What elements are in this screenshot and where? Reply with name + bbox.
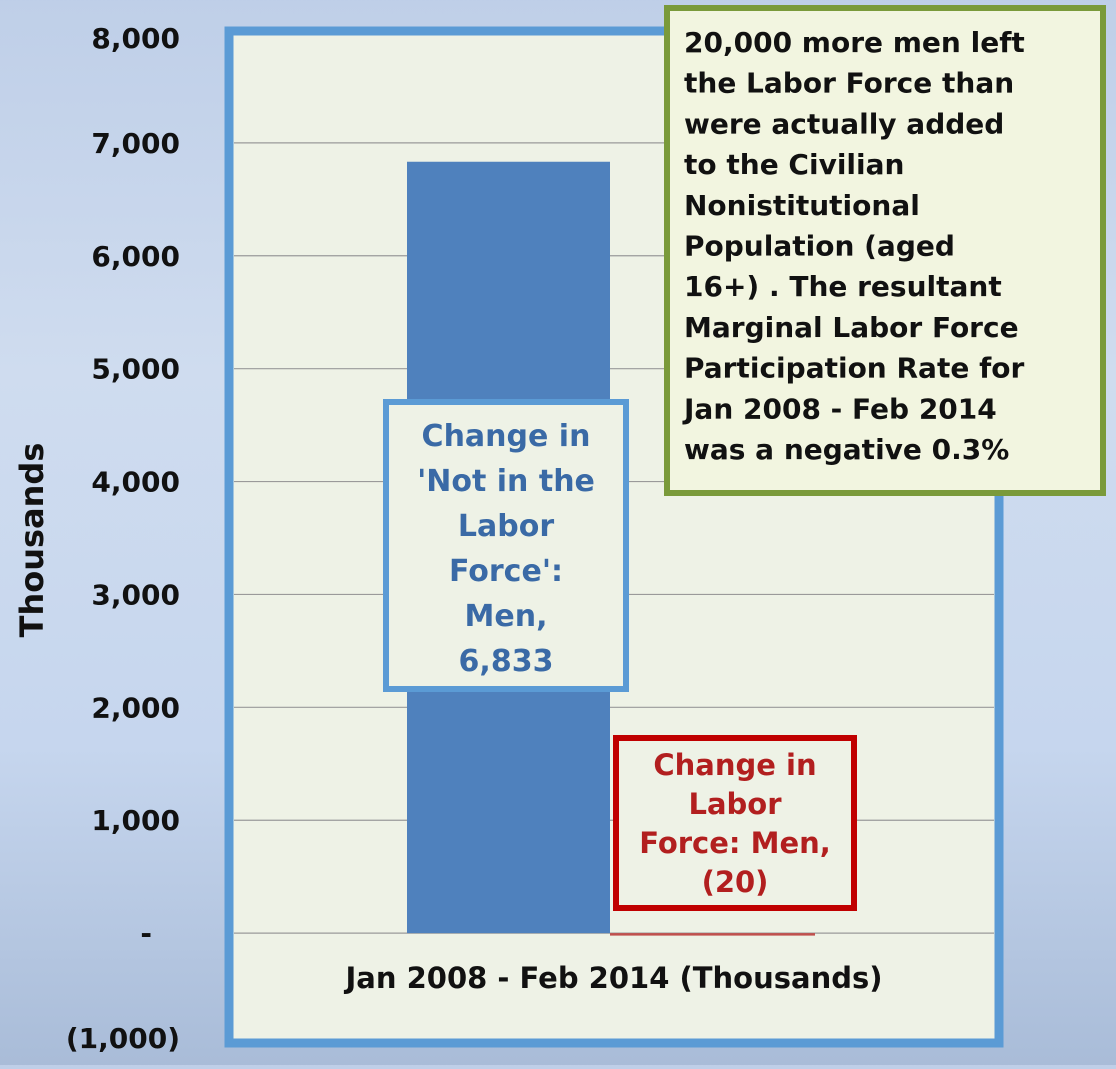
data-label-line: 6,833 — [459, 644, 554, 679]
annotation-line: Population (aged — [684, 230, 955, 263]
data-label-line: Labor — [688, 787, 782, 821]
data-label-line: Change in — [422, 419, 591, 454]
label-labor-force: Change in Labor Force: Men, (20) — [613, 735, 857, 911]
data-label-line: Change in — [653, 748, 816, 782]
annotation-line: Participation Rate for — [684, 352, 1024, 385]
annotation-line: Nonistitutional — [684, 189, 920, 222]
y-tick-label: 3,000 — [91, 578, 180, 611]
data-label-line: Labor — [458, 509, 554, 544]
y-tick-label: - — [140, 917, 152, 950]
annotation-line: was a negative 0.3% — [684, 433, 1009, 466]
annotation-background — [664, 5, 1106, 496]
annotation-line: were actually added — [684, 107, 1004, 140]
y-tick-label: 2,000 — [91, 691, 180, 724]
annotation-line: to the Civilian — [684, 148, 904, 181]
y-tick-label: (1,000) — [66, 1022, 180, 1055]
y-tick-label: 6,000 — [91, 240, 180, 273]
data-label-line: Force': — [449, 554, 563, 589]
annotation-box: 20,000 more men left the Labor Force than… — [664, 5, 1106, 496]
y-tick-labels: 8,000 7,000 6,000 5,000 4,000 3,000 2,000 1,000… — [66, 22, 180, 1055]
x-axis-label: Jan 2008 - Feb 2014 (Thousands) — [343, 961, 882, 995]
y-tick-label: 8,000 — [91, 22, 180, 55]
data-label-box — [383, 399, 629, 692]
annotation-line: Jan 2008 - Feb 2014 — [682, 392, 997, 425]
annotation-line: 20,000 more men left — [684, 26, 1025, 59]
annotation-line: 16+) . The resultant — [684, 270, 1002, 303]
bar-labor-force — [610, 933, 815, 936]
data-label-line: Men, — [465, 599, 548, 634]
annotation-line: Marginal Labor Force — [684, 311, 1019, 344]
label-not-in-labor-force: Change in 'Not in the Labor Force': Men, 6,83… — [383, 399, 629, 692]
data-label-box — [613, 735, 857, 911]
y-tick-label: 7,000 — [91, 127, 180, 160]
data-label-line: (20) — [702, 865, 769, 899]
data-label-line: 'Not in the — [417, 464, 595, 499]
data-labels: Change in 'Not in the Labor Force': Men, 6,83… — [383, 399, 857, 911]
y-tick-label: 5,000 — [91, 353, 180, 386]
y-axis-label: Thousands — [13, 443, 51, 638]
y-tick-label: 4,000 — [91, 466, 180, 499]
y-tick-label: 1,000 — [91, 804, 180, 837]
annotation-line: the Labor Force than — [684, 67, 1014, 100]
data-label-line: Force: Men, — [639, 826, 831, 860]
